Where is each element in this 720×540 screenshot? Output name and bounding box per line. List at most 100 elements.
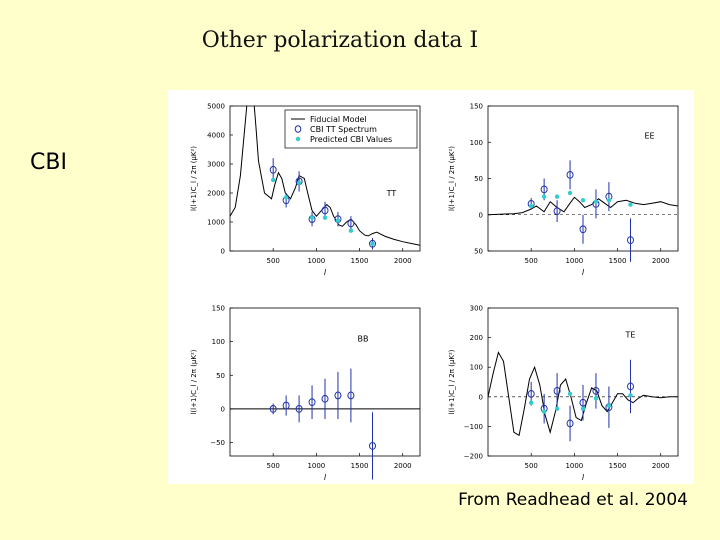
x-tick-label: 500	[266, 462, 279, 470]
x-tick-label: 1000	[565, 257, 583, 265]
panel-bb: 500 1000 1500 2000 −50 0 50 100 150 l l(l+1)C_l / …	[190, 305, 421, 482]
x-tick-label: 1500	[351, 462, 369, 470]
y-tick-label: 4000	[207, 132, 225, 140]
x-axis-label: l	[324, 473, 327, 482]
data-point	[566, 170, 574, 179]
figure-svg: 500 1000 1500 2000010002000300040005000ll(l…	[190, 103, 679, 482]
predicted-point	[322, 215, 328, 220]
y-tick-label: 3000	[207, 161, 225, 169]
predicted-point	[528, 203, 534, 209]
y-tick-label: 50	[474, 248, 483, 256]
data-point	[369, 442, 376, 450]
x-tick-label: 2000	[652, 257, 670, 265]
x-tick-label: 1000	[307, 462, 325, 470]
x-axis-label: l	[582, 268, 585, 277]
data-point	[566, 419, 574, 428]
data-point	[269, 165, 277, 174]
predicted-point	[567, 391, 573, 397]
data-point	[592, 386, 600, 395]
legend-box	[284, 109, 418, 149]
x-tick-label: 500	[524, 462, 537, 470]
predicted-point	[541, 409, 547, 414]
x-tick-label: 1000	[307, 257, 325, 265]
data-point	[627, 382, 634, 391]
predicted-point	[554, 406, 560, 411]
predicted-point	[593, 199, 599, 204]
axes-frame	[229, 105, 421, 252]
predicted-point	[283, 195, 289, 200]
data-point	[527, 389, 535, 398]
panel-label: TE	[625, 331, 636, 340]
panel-te: 500 1000 1500 2000 −200 −100 0 100 200 300 l l(l+1)…	[448, 305, 679, 482]
y-tick-label: 100	[470, 139, 483, 147]
x-tick-label: 2000	[652, 462, 670, 470]
x-tick-label: 2000	[394, 257, 412, 265]
data-point	[269, 405, 277, 413]
legend-item: CBI TT Spectrum	[310, 125, 377, 134]
y-axis-label: l(l+1)C_l / 2π (μK²)	[190, 146, 198, 211]
data-point	[321, 206, 329, 215]
x-tick-label: 1500	[351, 257, 369, 265]
y-tick-label: 150	[470, 103, 483, 111]
slide-title: Other polarization data I	[201, 28, 479, 53]
data-point	[308, 398, 316, 407]
panel-label: EE	[644, 132, 654, 141]
data-point	[295, 405, 303, 413]
y-tick-label: 150	[212, 305, 225, 313]
predicted-point	[567, 190, 573, 196]
y-axis-label: l(l+1)C_l / 2π (μK²)	[448, 349, 456, 414]
predicted-point	[309, 215, 315, 220]
data-point	[627, 236, 634, 245]
x-tick-label: 2000	[394, 462, 412, 470]
y-tick-label: 0	[479, 393, 483, 401]
data-point	[553, 386, 561, 395]
y-tick-label: 1000	[207, 219, 225, 227]
data-point	[579, 398, 587, 407]
predicted-point	[554, 194, 560, 199]
y-tick-label: −200	[464, 453, 483, 461]
x-tick-label: 1500	[609, 257, 627, 265]
model-curve	[230, 106, 420, 246]
y-tick-label: 2000	[207, 190, 225, 198]
y-tick-label: 100	[470, 364, 483, 372]
x-tick-label: 500	[266, 257, 279, 265]
predicted-point	[370, 241, 375, 246]
data-point	[347, 219, 355, 228]
x-axis-label: l	[582, 473, 585, 482]
x-tick-label: 1000	[565, 462, 583, 470]
y-tick-label: 200	[470, 334, 483, 342]
y-tick-label: 0	[221, 405, 225, 413]
panel-tt: 500 1000 1500 2000 0 1000 2000 3000 4000 5000 l l(l…	[190, 103, 421, 277]
data-point	[282, 401, 290, 410]
y-tick-label: 5000	[207, 103, 225, 111]
predicted-point	[580, 198, 586, 203]
side-label: CBI	[30, 150, 67, 175]
data-point	[579, 225, 587, 234]
data-point	[347, 391, 355, 400]
model-curve	[488, 351, 678, 437]
x-tick-label: 1500	[609, 462, 627, 470]
data-point	[334, 391, 342, 400]
predicted-point	[593, 396, 599, 401]
y-tick-label: 100	[212, 338, 225, 346]
y-tick-label: 50	[216, 372, 225, 380]
y-tick-label: 0	[221, 248, 225, 256]
legend-item: Fiducial Model	[310, 115, 367, 124]
y-axis-label: l(l+1)C_l / 2π (μK²)	[448, 146, 456, 211]
predicted-point	[296, 180, 302, 186]
predicted-point	[606, 403, 612, 408]
legend-circle-symbol	[294, 125, 302, 133]
predicted-point	[528, 400, 534, 405]
axes-frame	[487, 307, 679, 457]
legend-dot-symbol	[295, 136, 301, 142]
axes-frame	[229, 307, 421, 457]
predicted-point	[628, 393, 633, 398]
y-tick-label: 300	[470, 305, 483, 313]
predicted-point	[335, 218, 341, 223]
data-point	[553, 207, 561, 216]
panel-label: TT	[386, 189, 397, 198]
x-tick-label: 500	[524, 257, 537, 265]
credit-text: From Readhead et al. 2004	[458, 490, 688, 510]
